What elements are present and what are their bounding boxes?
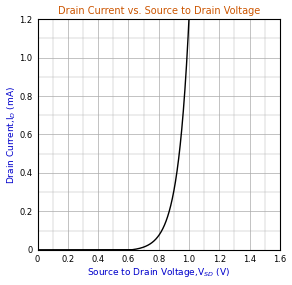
X-axis label: Source to Drain Voltage,V$_{SD}$ (V): Source to Drain Voltage,V$_{SD}$ (V) [87, 266, 230, 280]
Title: Drain Current vs. Source to Drain Voltage: Drain Current vs. Source to Drain Voltag… [58, 5, 260, 16]
Y-axis label: Drain Current,I$_{D}$ (mA): Drain Current,I$_{D}$ (mA) [6, 86, 18, 184]
